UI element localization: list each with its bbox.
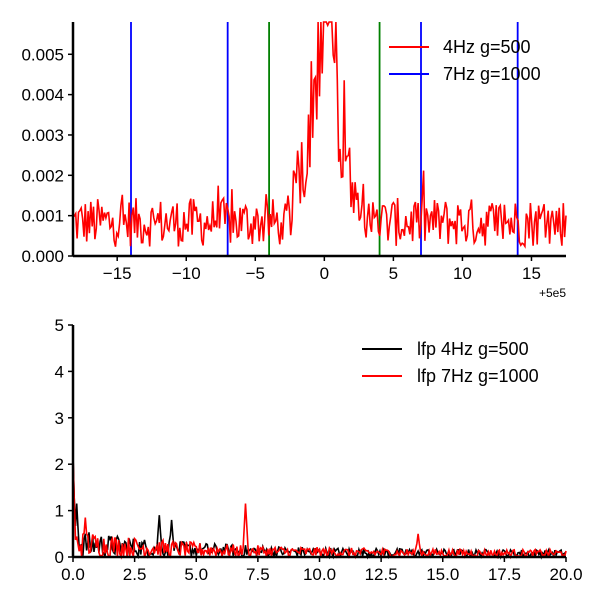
bottom-y-tick-label: 2 <box>55 455 64 474</box>
bottom-x-tick-label: 5.0 <box>184 565 208 584</box>
bottom-legend-label-1: lfp 7Hz g=1000 <box>417 366 539 386</box>
bottom-x-tick-label: 15.0 <box>426 565 459 584</box>
bottom-x-tick-label: 17.5 <box>488 565 521 584</box>
bottom-x-tick-label: 0.0 <box>61 565 85 584</box>
bottom-chart: 0.0 2.5 5.0 7.5 10.0 12.5 15.0 17.5 20.0 0 1 2 3 4 5 l… <box>55 316 583 584</box>
bottom-x-tick-label: 2.5 <box>123 565 147 584</box>
top-x-tick-label: 15 <box>522 264 541 283</box>
top-axes: −15 −10 −5 0 5 10 15 0.000 0.001 0.002 0.003 0.004 0… <box>21 22 566 283</box>
top-x-tick-label: 10 <box>453 264 472 283</box>
bottom-x-tick-label: 20.0 <box>549 565 582 584</box>
bottom-series-lfp-7hz-line <box>72 454 567 560</box>
top-legend: 4Hz g=500 7Hz g=1000 <box>389 37 541 84</box>
bottom-x-tick-label: 7.5 <box>246 565 270 584</box>
top-series-spectrum-line <box>72 21 567 249</box>
top-y-tick-label: 0.003 <box>21 126 64 145</box>
top-legend-label-1: 7Hz g=1000 <box>443 64 541 84</box>
top-chart: −15 −10 −5 0 5 10 15 0.000 0.001 0.002 0.003 0.004 0… <box>21 21 567 300</box>
top-vertical-lines <box>130 22 519 256</box>
top-x-offset-label: +5e5 <box>539 286 566 300</box>
bottom-y-tick-label: 3 <box>55 409 64 428</box>
bottom-y-tick-label: 0 <box>55 548 64 567</box>
bottom-x-tick-label: 12.5 <box>365 565 398 584</box>
top-x-tick-label: 0 <box>320 264 329 283</box>
bottom-legend: lfp 4Hz g=500 lfp 7Hz g=1000 <box>362 339 539 386</box>
bottom-y-tick-label: 5 <box>55 316 64 335</box>
bottom-y-tick-label: 4 <box>55 362 64 381</box>
top-y-tick-label: 0.001 <box>21 207 64 226</box>
top-y-tick-label: 0.000 <box>21 247 64 266</box>
top-y-tick-label: 0.005 <box>21 45 64 64</box>
top-x-tick-label: 5 <box>389 264 398 283</box>
bottom-x-tick-label: 10.0 <box>303 565 336 584</box>
bottom-y-tick-label: 1 <box>55 502 64 521</box>
bottom-legend-label-0: lfp 4Hz g=500 <box>417 339 529 359</box>
bottom-axes: 0.0 2.5 5.0 7.5 10.0 12.5 15.0 17.5 20.0 0 1 2 3 4 5 <box>55 316 583 584</box>
bottom-series-lfp-4hz-line <box>72 454 567 560</box>
top-x-tick-label: −10 <box>172 264 201 283</box>
top-legend-label-0: 4Hz g=500 <box>443 37 531 57</box>
top-x-tick-label: −15 <box>103 264 132 283</box>
top-y-tick-label: 0.004 <box>21 86 64 105</box>
top-x-tick-label: −5 <box>246 264 265 283</box>
top-y-tick-label: 0.002 <box>21 166 64 185</box>
